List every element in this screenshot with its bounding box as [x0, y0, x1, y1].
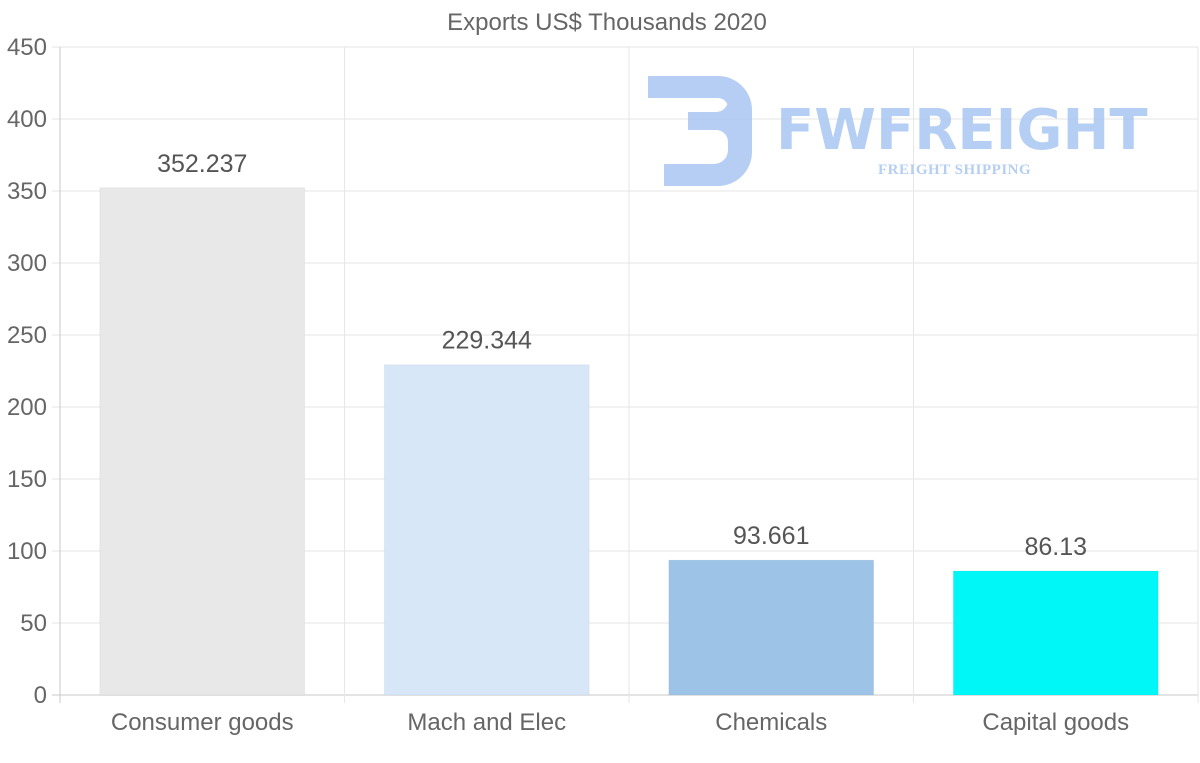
- watermark-brand: FWFREIGHT: [776, 98, 1148, 163]
- bar[interactable]: [952, 570, 1159, 696]
- y-axis: 0 50 100 150 200 250 300 350 400 450: [7, 34, 47, 709]
- x-tick-label: Mach and Elec: [407, 709, 566, 736]
- bars: [99, 187, 1159, 696]
- x-axis: Consumer goods Mach and Elec Chemicals Capi…: [111, 709, 1129, 736]
- data-labels: 352.237 229.344 93.661 86.13: [157, 150, 1087, 561]
- bar-value-label: 93.661: [733, 522, 809, 550]
- y-tick-label: 0: [34, 682, 47, 709]
- watermark-tagline: FREIGHT SHIPPING: [878, 162, 1031, 178]
- bar-value-label: 229.344: [442, 327, 532, 355]
- fwfreight-watermark: FWFREIGHT FREIGHT SHIPPING: [648, 76, 1148, 186]
- bar-value-label: 86.13: [1024, 533, 1087, 561]
- x-tick-label: Chemicals: [715, 709, 827, 736]
- fwfreight-logo-icon: [648, 76, 752, 186]
- bar[interactable]: [99, 187, 306, 696]
- y-tick-label: 250: [7, 322, 47, 349]
- bar[interactable]: [668, 559, 875, 696]
- y-tick-label: 350: [7, 178, 47, 205]
- x-tick-label: Consumer goods: [111, 709, 294, 736]
- y-tick-label: 100: [7, 538, 47, 565]
- y-tick-label: 300: [7, 250, 47, 277]
- x-tick-label: Capital goods: [982, 709, 1129, 736]
- y-tick-label: 200: [7, 394, 47, 421]
- bar[interactable]: [383, 364, 590, 696]
- y-tick-label: 450: [7, 34, 47, 61]
- y-tick-label: 50: [20, 610, 47, 637]
- chart-title: Exports US$ Thousands 2020: [447, 9, 767, 36]
- bar-value-label: 352.237: [157, 150, 247, 178]
- y-tick-label: 150: [7, 466, 47, 493]
- y-tick-label: 400: [7, 106, 47, 133]
